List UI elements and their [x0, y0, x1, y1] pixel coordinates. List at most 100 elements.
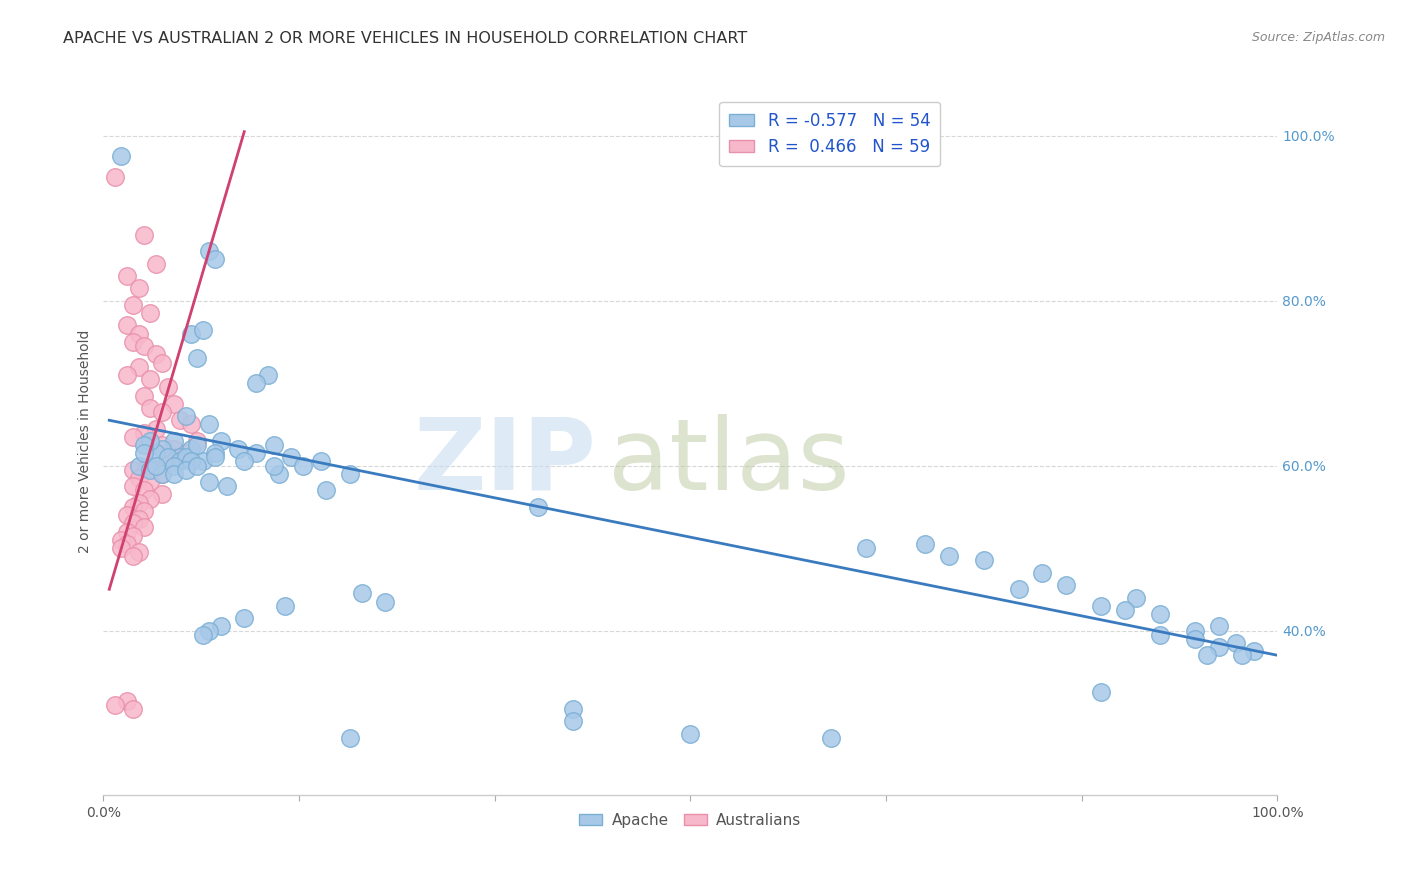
- Point: [139, 458, 162, 473]
- Point: [1090, 599, 1112, 613]
- Point: [315, 483, 337, 498]
- Point: [163, 442, 186, 456]
- Point: [139, 372, 162, 386]
- Point: [198, 417, 221, 432]
- Point: [145, 347, 167, 361]
- Point: [115, 508, 138, 522]
- Point: [938, 549, 960, 564]
- Point: [269, 467, 291, 481]
- Point: [233, 454, 256, 468]
- Point: [263, 458, 285, 473]
- Point: [1031, 566, 1053, 580]
- Point: [204, 450, 226, 465]
- Point: [115, 537, 138, 551]
- Point: [121, 430, 143, 444]
- Point: [145, 257, 167, 271]
- Point: [163, 397, 186, 411]
- Point: [1208, 619, 1230, 633]
- Point: [1243, 644, 1265, 658]
- Point: [150, 355, 173, 369]
- Point: [204, 252, 226, 267]
- Y-axis label: 2 or more Vehicles in Household: 2 or more Vehicles in Household: [79, 329, 93, 552]
- Point: [128, 545, 150, 559]
- Point: [110, 533, 132, 547]
- Point: [561, 714, 583, 729]
- Point: [128, 281, 150, 295]
- Point: [198, 624, 221, 638]
- Point: [121, 529, 143, 543]
- Point: [209, 434, 232, 448]
- Point: [121, 334, 143, 349]
- Point: [121, 479, 143, 493]
- Point: [186, 458, 208, 473]
- Point: [121, 298, 143, 312]
- Point: [1090, 685, 1112, 699]
- Text: atlas: atlas: [609, 414, 849, 510]
- Point: [1184, 624, 1206, 638]
- Point: [1195, 648, 1218, 663]
- Point: [128, 359, 150, 374]
- Point: [150, 405, 173, 419]
- Point: [339, 731, 361, 745]
- Point: [115, 268, 138, 283]
- Point: [139, 463, 162, 477]
- Point: [914, 537, 936, 551]
- Point: [180, 326, 202, 341]
- Point: [1230, 648, 1253, 663]
- Point: [350, 586, 373, 600]
- Point: [145, 458, 167, 473]
- Point: [128, 458, 150, 473]
- Point: [1208, 640, 1230, 654]
- Point: [561, 702, 583, 716]
- Point: [163, 467, 186, 481]
- Point: [121, 463, 143, 477]
- Point: [280, 450, 302, 465]
- Text: APACHE VS AUSTRALIAN 2 OR MORE VEHICLES IN HOUSEHOLD CORRELATION CHART: APACHE VS AUSTRALIAN 2 OR MORE VEHICLES …: [63, 31, 748, 46]
- Point: [291, 458, 314, 473]
- Point: [104, 698, 127, 712]
- Point: [150, 487, 173, 501]
- Point: [191, 322, 214, 336]
- Point: [245, 446, 267, 460]
- Point: [134, 425, 156, 440]
- Point: [215, 479, 238, 493]
- Point: [180, 442, 202, 456]
- Point: [174, 463, 197, 477]
- Point: [134, 520, 156, 534]
- Point: [1149, 607, 1171, 621]
- Point: [186, 351, 208, 366]
- Point: [150, 467, 173, 481]
- Point: [156, 454, 179, 468]
- Point: [679, 726, 702, 740]
- Point: [169, 450, 191, 465]
- Point: [163, 458, 186, 473]
- Point: [110, 541, 132, 555]
- Point: [191, 454, 214, 468]
- Point: [233, 611, 256, 625]
- Point: [150, 442, 173, 456]
- Point: [169, 454, 191, 468]
- Point: [339, 467, 361, 481]
- Point: [1125, 591, 1147, 605]
- Point: [115, 318, 138, 333]
- Legend: Apache, Australians: Apache, Australians: [574, 806, 807, 834]
- Point: [134, 388, 156, 402]
- Point: [186, 438, 208, 452]
- Point: [121, 549, 143, 564]
- Point: [163, 434, 186, 448]
- Point: [134, 504, 156, 518]
- Point: [204, 446, 226, 460]
- Point: [855, 541, 877, 555]
- Point: [256, 368, 278, 382]
- Point: [374, 594, 396, 608]
- Point: [145, 446, 167, 460]
- Point: [309, 454, 332, 468]
- Point: [174, 450, 197, 465]
- Point: [191, 627, 214, 641]
- Point: [198, 244, 221, 259]
- Point: [1054, 578, 1077, 592]
- Point: [820, 731, 842, 745]
- Point: [973, 553, 995, 567]
- Point: [128, 512, 150, 526]
- Point: [128, 496, 150, 510]
